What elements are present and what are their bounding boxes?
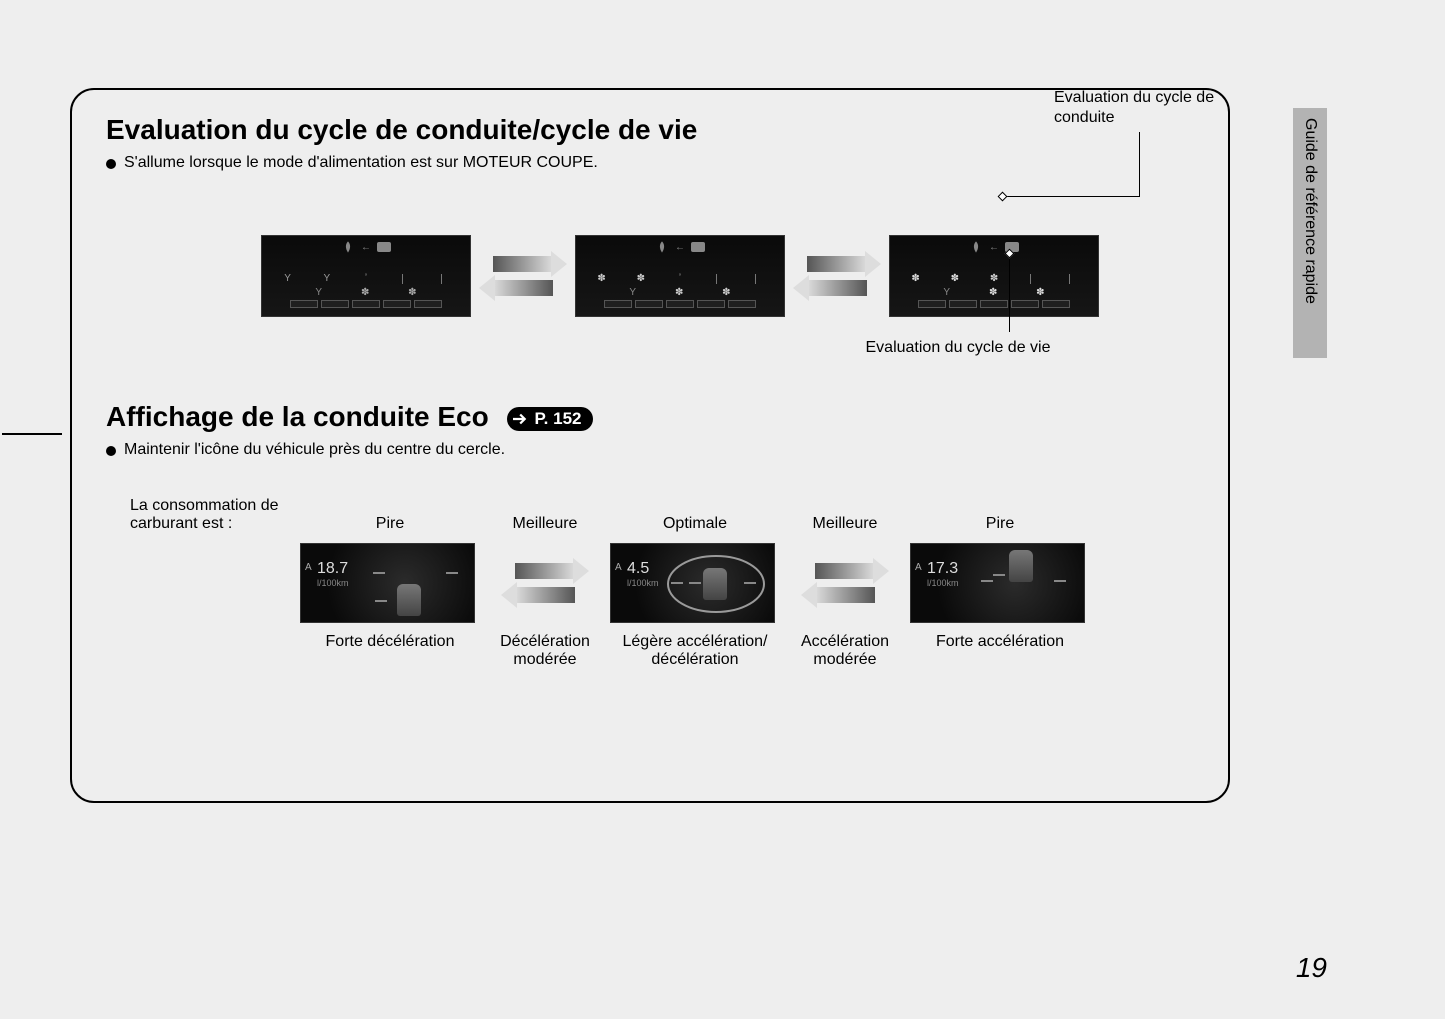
eco-label: Meilleure xyxy=(780,515,910,533)
car-icon xyxy=(1009,550,1033,582)
eco-screen-decel: A 18.7 l/100km xyxy=(300,543,475,623)
eco-label: Pire xyxy=(300,515,480,533)
side-tab: Guide de référence rapide xyxy=(1293,108,1327,358)
eco-label: Pire xyxy=(910,515,1090,533)
dash-screen: ← Y Y ʼ Y✽✽ xyxy=(261,235,471,317)
eco-label: Décélération modérée xyxy=(480,633,610,669)
eco-grid: La consommation de carburant est : Pire … xyxy=(106,497,1194,669)
bullet-icon xyxy=(106,159,116,169)
section1-title: Evaluation du cycle de conduite/cycle de… xyxy=(106,114,1194,146)
swap-arrows-icon xyxy=(493,256,553,296)
callout-line xyxy=(1139,132,1140,196)
swap-arrows-icon xyxy=(807,256,867,296)
swap-arrows-icon xyxy=(515,563,575,603)
callout-drive-cycle: Evaluation du cycle de conduite xyxy=(1054,88,1224,128)
section1-bullet: S'allume lorsque le mode d'alimentation … xyxy=(106,154,1194,172)
dash-screens-row: ← Y Y ʼ Y✽✽ xyxy=(106,230,1194,322)
page-ref-badge: P. 152 xyxy=(507,407,594,431)
eco-bottom-labels: Forte décélération Décélération modérée … xyxy=(130,633,1170,669)
page-number: 19 xyxy=(1296,952,1327,984)
eco-screen-accel: A 17.3 l/100km xyxy=(910,543,1085,623)
callout-line xyxy=(1009,254,1010,332)
side-tab-label: Guide de référence rapide xyxy=(1301,108,1319,304)
fuel-value: 4.5 xyxy=(627,560,649,578)
eco-label: Forte accélération xyxy=(910,633,1090,669)
content-box: Evaluation du cycle de conduite/cycle de… xyxy=(70,88,1230,803)
bullet-icon xyxy=(106,446,116,456)
eco-top-labels: La consommation de carburant est : Pire … xyxy=(130,497,1170,533)
car-icon xyxy=(703,568,727,600)
section2-bullet: Maintenir l'icône du véhicule près du ce… xyxy=(106,441,1194,459)
manual-page: Guide de référence rapide 19 Evaluation … xyxy=(0,0,1445,1019)
swap-arrows-icon xyxy=(815,563,875,603)
eco-label: Optimale xyxy=(610,515,780,533)
callout-life-cycle: Evaluation du cycle de vie xyxy=(808,338,1108,358)
screen-top-icons: ← xyxy=(341,240,391,254)
section2-title: Affichage de la conduite Eco P. 152 xyxy=(106,401,1194,433)
section-drive-cycle: Evaluation du cycle de conduite/cycle de… xyxy=(72,90,1228,322)
leaf-icon xyxy=(341,240,355,254)
fuel-consumption-label: La consommation de carburant est : xyxy=(130,497,300,533)
fuel-value: 18.7 xyxy=(317,560,348,578)
car-icon xyxy=(377,242,391,252)
dash-screen: ← ✽ ✽ ʼ Y✽✽ xyxy=(575,235,785,317)
section2-bullet-text: Maintenir l'icône du véhicule près du ce… xyxy=(124,441,505,459)
fuel-unit: l/100km xyxy=(627,578,659,588)
arrow-icon xyxy=(513,412,531,426)
eco-label: Forte décélération xyxy=(300,633,480,669)
eco-label: Meilleure xyxy=(480,515,610,533)
eco-screen-optimal: A 4.5 l/100km xyxy=(610,543,775,623)
fuel-value: 17.3 xyxy=(927,560,958,578)
eco-label: Légère accélération/ décélération xyxy=(610,633,780,669)
section1-bullet-text: S'allume lorsque le mode d'alimentation … xyxy=(124,154,598,172)
car-icon xyxy=(397,584,421,616)
fuel-unit: l/100km xyxy=(927,578,959,588)
callout-line xyxy=(1004,196,1140,197)
eco-screens-row: A 18.7 l/100km xyxy=(130,543,1170,623)
fuel-unit: l/100km xyxy=(317,578,349,588)
callout-endpoint-icon xyxy=(998,192,1008,202)
dash-screen: ← ✽ ✽ ✽ Y✽✽ xyxy=(889,235,1099,317)
eco-label: Accélération modérée xyxy=(780,633,910,669)
section-eco-display: Affichage de la conduite Eco P. 152 Main… xyxy=(72,377,1228,669)
